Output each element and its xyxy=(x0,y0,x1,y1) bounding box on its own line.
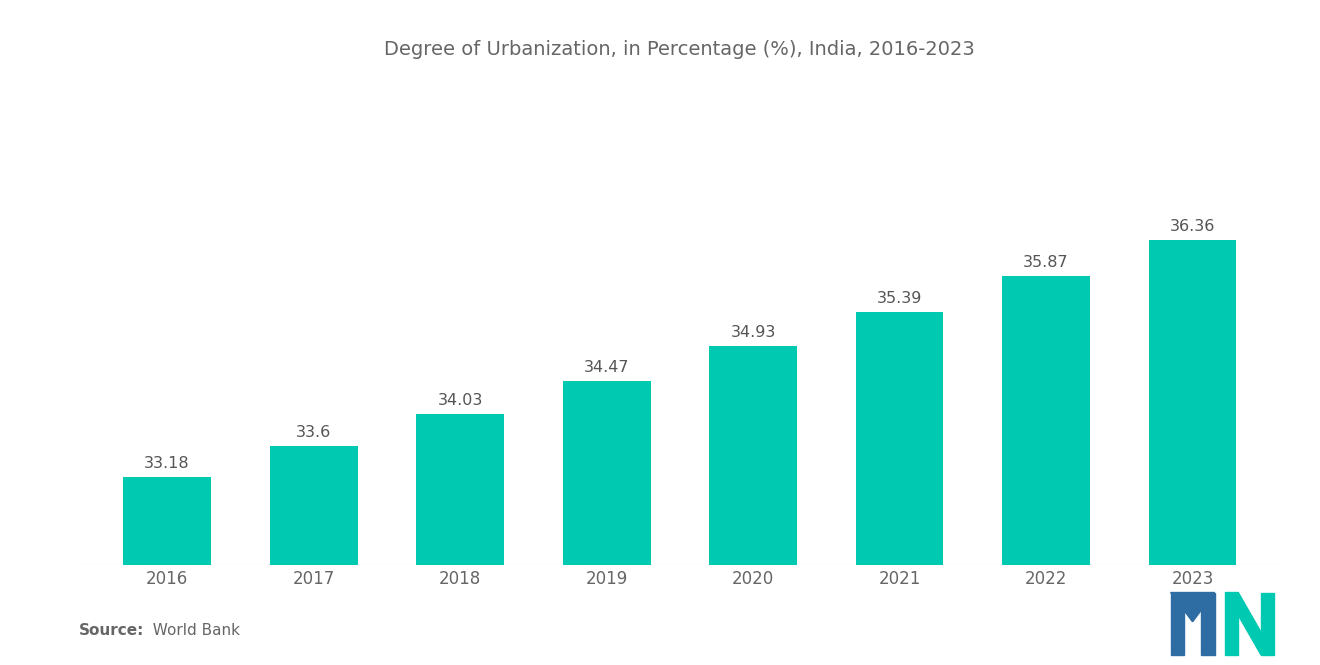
Text: 34.47: 34.47 xyxy=(583,360,630,375)
Bar xyxy=(1002,276,1090,565)
Polygon shape xyxy=(1171,593,1192,622)
Bar xyxy=(709,346,797,565)
Bar xyxy=(123,477,211,565)
Text: 35.39: 35.39 xyxy=(876,291,923,306)
Polygon shape xyxy=(1171,593,1184,654)
Polygon shape xyxy=(1225,593,1274,654)
Text: 34.93: 34.93 xyxy=(730,325,776,340)
Text: Source:: Source: xyxy=(79,623,145,638)
Text: 36.36: 36.36 xyxy=(1170,219,1216,233)
Text: World Bank: World Bank xyxy=(143,623,239,638)
Text: 35.87: 35.87 xyxy=(1023,255,1069,270)
Title: Degree of Urbanization, in Percentage (%), India, 2016-2023: Degree of Urbanization, in Percentage (%… xyxy=(384,40,975,59)
Polygon shape xyxy=(1261,593,1274,654)
Bar xyxy=(416,414,504,565)
Bar xyxy=(269,446,358,565)
Bar xyxy=(562,381,651,565)
Text: 33.6: 33.6 xyxy=(296,425,331,440)
Polygon shape xyxy=(1192,593,1214,622)
Polygon shape xyxy=(1225,593,1238,654)
Polygon shape xyxy=(1201,593,1214,654)
Text: 34.03: 34.03 xyxy=(437,392,483,408)
Bar xyxy=(1148,239,1237,565)
Bar xyxy=(855,312,944,565)
Text: 33.18: 33.18 xyxy=(144,456,190,471)
